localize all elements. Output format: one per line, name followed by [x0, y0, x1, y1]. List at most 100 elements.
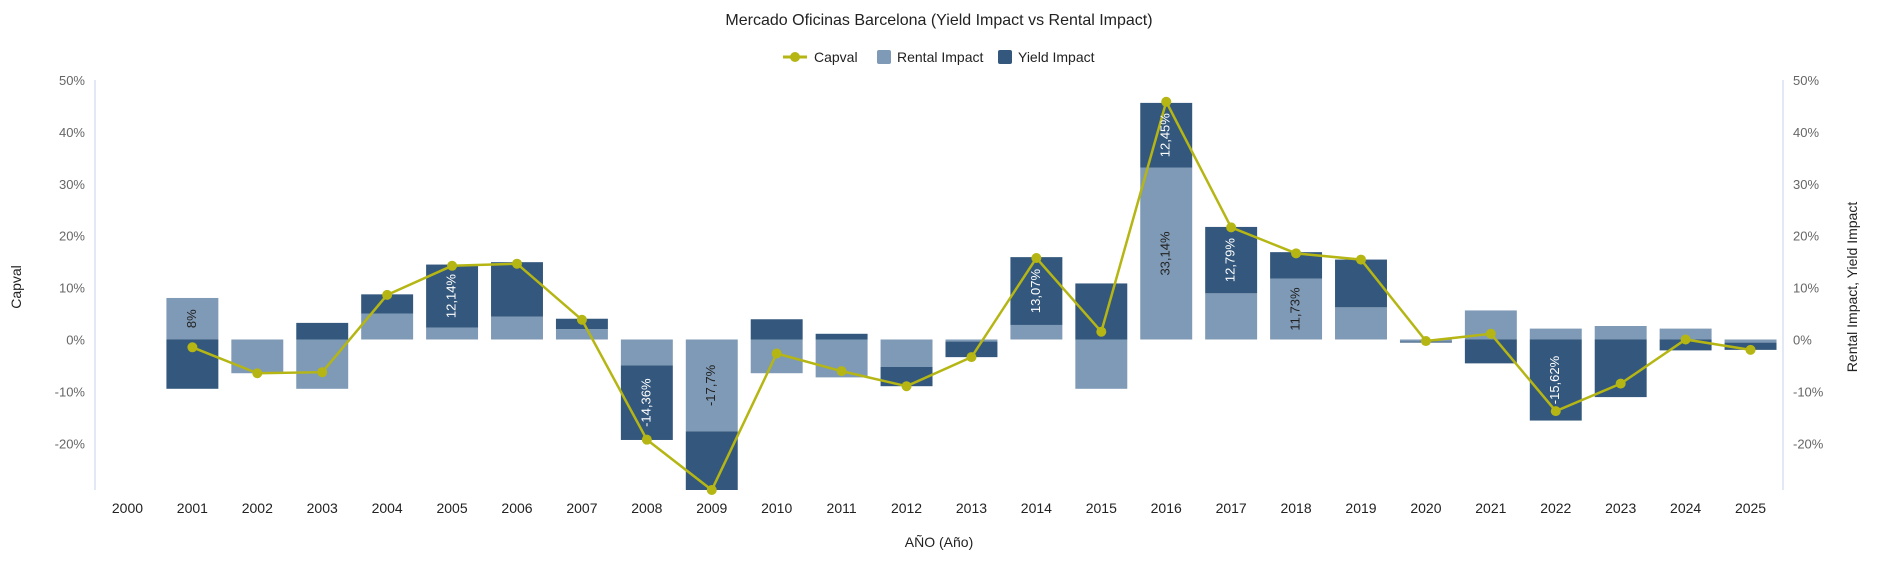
- capval-line-layer: [187, 96, 1756, 495]
- y-tick-label-left: 30%: [59, 177, 85, 192]
- y-tick-label-right: -10%: [1793, 384, 1824, 399]
- bar-rental-impact-2022: [1529, 328, 1582, 340]
- bar-yield-impact-2014: [1010, 257, 1063, 325]
- x-tick-label: 2002: [242, 500, 273, 516]
- x-tick-label: 2018: [1280, 500, 1311, 516]
- x-tick-label: 2010: [761, 500, 792, 516]
- y-tick-label-left: 20%: [59, 229, 85, 244]
- capval-point-2023[interactable]: [1615, 378, 1626, 389]
- legend-marker-capval: [790, 52, 800, 62]
- capval-point-2006[interactable]: [512, 258, 522, 269]
- x-tick-label: 2001: [177, 500, 208, 516]
- x-tick-label: 2023: [1605, 500, 1636, 516]
- capval-point-2019[interactable]: [1356, 254, 1366, 265]
- capval-point-2002[interactable]: [252, 368, 263, 379]
- capval-point-2021[interactable]: [1485, 328, 1496, 339]
- bar-rental-impact-2016: [1140, 167, 1193, 340]
- capval-point-2009[interactable]: [706, 485, 717, 495]
- x-tick-label: 2013: [956, 500, 987, 516]
- bar-yield-impact-2011: [815, 333, 868, 340]
- y-tick-label-left: 50%: [59, 73, 85, 88]
- capval-point-2011[interactable]: [836, 366, 847, 377]
- x-tick-label: 2006: [501, 500, 532, 516]
- x-tick-label: 2022: [1540, 500, 1571, 516]
- data-label-2014: 13,07%: [1028, 269, 1043, 314]
- x-tick-label: 2024: [1670, 500, 1701, 516]
- capval-point-2005[interactable]: [447, 260, 458, 271]
- capval-point-2008[interactable]: [641, 434, 652, 445]
- axes: 50% 50% 40% 40% 30% 30% 20% 20% 10% 10% 0% 0% -10% -1…: [55, 73, 1824, 516]
- capval-point-2007[interactable]: [576, 314, 587, 325]
- bar-rental-impact-2006: [491, 316, 543, 340]
- bar-yield-impact-2013: [945, 341, 998, 358]
- legend-label-yield-impact[interactable]: Yield Impact: [1018, 49, 1095, 65]
- x-tick-label: 2004: [372, 500, 403, 516]
- bar-rental-impact-2015: [1075, 339, 1128, 389]
- capval-point-2024[interactable]: [1680, 334, 1691, 345]
- legend-label-capval[interactable]: Capval: [814, 49, 858, 65]
- bar-rental-impact-2009: [685, 339, 738, 432]
- bar-yield-impact-2010: [750, 319, 803, 340]
- capval-point-2020[interactable]: [1420, 336, 1431, 347]
- x-tick-label: 2017: [1216, 500, 1247, 516]
- data-label-2016: 12,45%: [1158, 113, 1173, 158]
- data-label-2005: 12,14%: [444, 274, 459, 319]
- data-label-2001: 8%: [184, 309, 199, 328]
- bar-yield-impact-2019: [1335, 259, 1387, 308]
- capval-point-2015[interactable]: [1096, 326, 1107, 337]
- bar-rental-impact-2025: [1724, 339, 1777, 343]
- y-tick-label-left: -20%: [55, 436, 86, 451]
- legend-label-rental-impact[interactable]: Rental Impact: [897, 49, 983, 65]
- capval-point-2012[interactable]: [901, 381, 912, 392]
- y-tick-label-left: -10%: [55, 384, 86, 399]
- capval-point-2013[interactable]: [966, 352, 977, 363]
- y-tick-label-right: 50%: [1793, 73, 1819, 88]
- data-label-2018: 11,73%: [1288, 287, 1303, 331]
- capval-point-2001[interactable]: [187, 342, 198, 353]
- bar-rental-impact-2019: [1335, 307, 1387, 340]
- legend: Capval Rental Impact Yield Impact: [783, 49, 1095, 65]
- bar-rental-impact-2007: [555, 329, 608, 340]
- y-tick-label-right: 40%: [1793, 125, 1819, 140]
- capval-point-2014[interactable]: [1031, 253, 1042, 264]
- bar-rental-impact-2003: [296, 339, 349, 389]
- bar-rental-impact-2024: [1659, 328, 1712, 340]
- bar-yield-impact-2003: [296, 322, 349, 340]
- bar-yield-impact-2024: [1659, 339, 1712, 351]
- x-tick-label: 2021: [1475, 500, 1506, 516]
- data-label-2017: 12,79%: [1223, 238, 1238, 283]
- capval-point-2004[interactable]: [382, 289, 393, 300]
- bar-rental-impact-2001: [166, 297, 219, 340]
- bar-yield-impact-2009: [685, 431, 738, 490]
- y-tick-label-right: 0%: [1793, 332, 1812, 347]
- bar-rental-impact-2017: [1205, 293, 1258, 340]
- bars: [166, 102, 1777, 490]
- y-axis-label-left: Capval: [8, 265, 24, 309]
- y-tick-label-right: 10%: [1793, 281, 1819, 296]
- capval-point-2018[interactable]: [1291, 248, 1302, 259]
- capval-point-2025[interactable]: [1745, 344, 1756, 355]
- capval-point-2010[interactable]: [771, 348, 782, 359]
- x-tick-label: 2003: [307, 500, 338, 516]
- bar-rental-impact-2012: [880, 339, 933, 367]
- data-label-2022: -15,62%: [1547, 355, 1562, 404]
- y-tick-label-right: 20%: [1793, 229, 1819, 244]
- x-axis-label: AÑO (Año): [905, 534, 973, 550]
- data-labels: 8% 12,14% -14,36% -17,7% 13,07% 33,14% 12,45% 1…: [184, 113, 1562, 427]
- y-tick-label-right: -20%: [1793, 436, 1824, 451]
- bar-rental-impact-2014: [1010, 324, 1063, 340]
- capval-point-2016[interactable]: [1161, 96, 1172, 107]
- bar-rental-impact-2004: [361, 313, 414, 340]
- x-tick-label: 2015: [1086, 500, 1117, 516]
- capval-point-2022[interactable]: [1550, 406, 1561, 417]
- bar-yield-impact-2005: [426, 264, 479, 328]
- bar-yield-impact-2021: [1464, 339, 1517, 364]
- capval-point-2003[interactable]: [317, 367, 328, 378]
- x-tick-label: 2016: [1151, 500, 1182, 516]
- bar-rental-impact-2002: [231, 339, 284, 374]
- x-tick-label: 2009: [696, 500, 727, 516]
- capval-point-2017[interactable]: [1226, 222, 1237, 233]
- data-label-2016: 33,14%: [1158, 231, 1173, 276]
